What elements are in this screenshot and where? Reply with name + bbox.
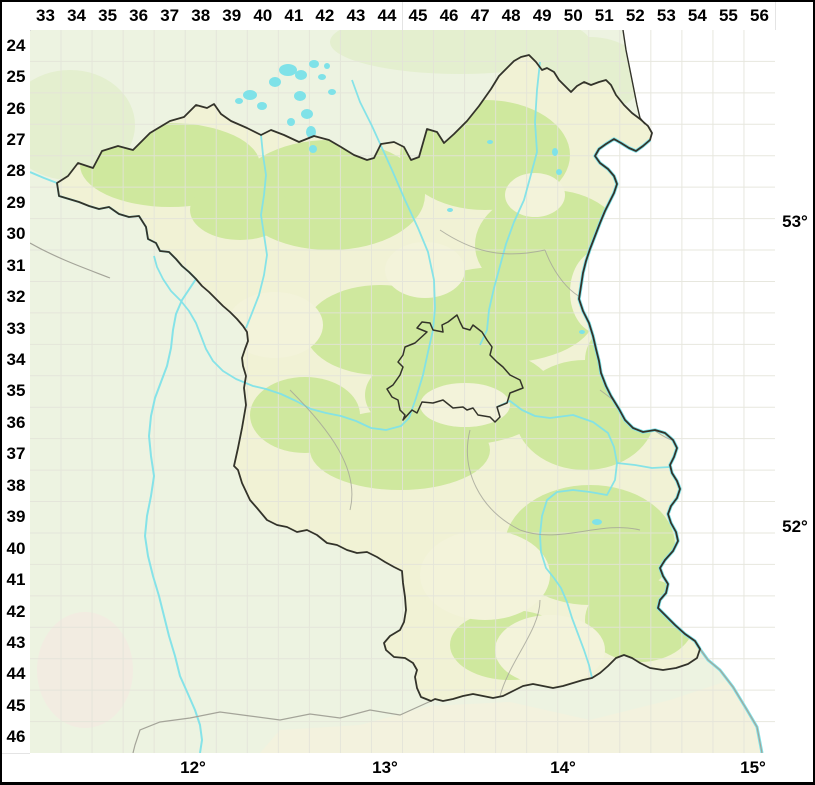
state-border-lines (29, 242, 763, 754)
column-header-34: 34 (61, 2, 94, 30)
latitude-label-53: 53° (782, 212, 808, 231)
column-header-44: 44 (371, 2, 404, 30)
column-header-39: 39 (216, 2, 249, 30)
saxony-area (260, 680, 775, 753)
row-header-30: 30 (2, 218, 30, 252)
column-header-45: 45 (402, 2, 435, 30)
column-header-46: 46 (433, 2, 466, 30)
spree-river (496, 400, 618, 679)
longitude-label-14: 14° (550, 758, 576, 777)
longitude-label-12: 12° (180, 758, 206, 777)
row-header-37: 37 (2, 438, 30, 472)
row-header-44: 44 (2, 658, 30, 692)
dosse-river (245, 134, 268, 329)
row-header-40: 40 (2, 532, 30, 566)
row-header-28: 28 (2, 155, 30, 189)
row-header-24: 24 (2, 30, 30, 63)
column-header-47: 47 (464, 2, 497, 30)
column-header-51: 51 (588, 2, 621, 30)
row-header-26: 26 (2, 92, 30, 126)
row-header-31: 31 (2, 250, 30, 283)
row-header-41: 41 (2, 564, 30, 597)
column-header-40: 40 (247, 2, 280, 30)
southwest-urban-tint (37, 612, 133, 728)
column-header-38: 38 (185, 2, 218, 30)
row-header-36: 36 (2, 407, 30, 440)
column-header-42: 42 (309, 2, 342, 30)
brandenburg-grid-map (5, 10, 775, 754)
column-header-43: 43 (340, 2, 373, 30)
havel-river-upper (351, 79, 436, 331)
row-header-38: 38 (2, 470, 30, 503)
grid-lines (30, 30, 775, 753)
column-header-50: 50 (557, 2, 590, 30)
column-header-54: 54 (681, 2, 714, 30)
brandenburg-border (56, 54, 701, 702)
row-header-34: 34 (2, 344, 30, 377)
column-header-33: 33 (30, 2, 63, 30)
poland-no-data-area (579, 30, 775, 753)
row-header-25: 25 (2, 61, 30, 94)
row-header-46: 46 (2, 721, 30, 754)
column-header-56: 56 (743, 2, 776, 30)
oder-spree-canal (616, 462, 671, 469)
row-header-39: 39 (2, 501, 30, 534)
row-header-35: 35 (2, 375, 30, 409)
grid-corner-cell (2, 2, 31, 31)
row-header-45: 45 (2, 690, 30, 723)
district-border-lines (289, 229, 674, 697)
row-header-33: 33 (2, 312, 30, 346)
column-header-41: 41 (278, 2, 311, 30)
berlin-border (386, 314, 524, 423)
column-header-55: 55 (712, 2, 745, 30)
longitude-label-13: 13° (372, 758, 398, 777)
longitude-label-15: 15° (740, 758, 766, 777)
row-header-43: 43 (2, 627, 30, 660)
column-header-49: 49 (526, 2, 559, 30)
row-header-29: 29 (2, 187, 30, 220)
north-river (479, 61, 541, 346)
map-canvas (5, 10, 775, 754)
column-header-37: 37 (154, 2, 187, 30)
row-header-42: 42 (2, 595, 30, 629)
column-header-35: 35 (92, 2, 125, 30)
lakes (235, 60, 602, 525)
column-header-48: 48 (495, 2, 528, 30)
column-header-53: 53 (650, 2, 683, 30)
row-header-32: 32 (2, 281, 30, 314)
latitude-label-52: 52° (782, 517, 808, 536)
column-header-52: 52 (619, 2, 652, 30)
row-header-27: 27 (2, 124, 30, 157)
column-header-36: 36 (123, 2, 156, 30)
havel-river-lower (153, 255, 434, 431)
